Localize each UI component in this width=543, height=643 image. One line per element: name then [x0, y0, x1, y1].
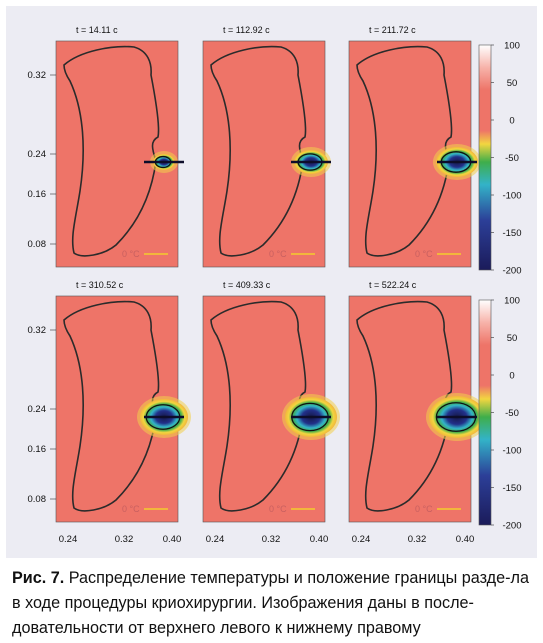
- caption-text: Распределение температуры и положение гр…: [12, 569, 529, 637]
- y-tick-label: 0.32: [28, 325, 47, 336]
- colorbar-tick-label: -50: [505, 408, 519, 419]
- x-tick-label: 0.40: [456, 534, 475, 545]
- x-tick-label: 0.24: [206, 534, 225, 545]
- colorbar-tick-label: -200: [502, 266, 521, 277]
- time-label: t = 14.11 c: [76, 25, 118, 35]
- colorbar-tick-label: -200: [502, 521, 521, 532]
- plot-panel-3: t = 211.72 c 0 °C: [348, 25, 481, 268]
- organ-outline: [210, 300, 307, 512]
- y-tick-label: 0.16: [28, 189, 47, 200]
- time-label: t = 310.52 c: [76, 280, 124, 290]
- colorbar-2: 100 50 0 -50 -100 -150 -200: [478, 296, 522, 532]
- time-label: t = 112.92 c: [223, 25, 270, 35]
- organ-outline: [210, 45, 307, 257]
- y-tick-label: 0.24: [28, 149, 47, 160]
- caption-label: Рис. 7.: [12, 569, 65, 587]
- colorbar-tick-label: -150: [502, 228, 521, 239]
- colorbar-tick-label: -100: [502, 191, 521, 202]
- x-tick-label: 0.24: [59, 534, 78, 545]
- organ-outline: [63, 45, 160, 257]
- organ-outline: [356, 45, 453, 257]
- x-tick-label: 0.40: [310, 534, 329, 545]
- organ-outline: [356, 300, 453, 512]
- iso-label: 0 °C: [122, 504, 140, 514]
- x-tick-label: 0.32: [262, 534, 281, 545]
- colorbar-tick-label: 50: [507, 78, 518, 89]
- x-tick-label: 0.40: [163, 534, 182, 545]
- plot-panel-4: t = 310.52 c 0 °C: [55, 280, 191, 523]
- y-tick-label: 0.08: [28, 494, 47, 505]
- iso-label: 0 °C: [415, 249, 433, 259]
- plot-panel-2: t = 112.92 c 0 °C: [202, 25, 331, 268]
- time-label: t = 522.24 c: [369, 280, 417, 290]
- iso-label: 0 °C: [269, 504, 287, 514]
- y-tick-label: 0.08: [28, 239, 47, 250]
- plot-panel-5: t = 409.33 c 0 °C: [202, 280, 340, 523]
- colorbar-tick-label: -50: [505, 153, 519, 164]
- colorbar-tick-label: 50: [507, 333, 518, 344]
- colorbar-scale: [478, 44, 492, 271]
- x-tick-label: 0.24: [352, 534, 371, 545]
- colorbar-tick-label: 100: [504, 41, 520, 52]
- colorbar-tick-label: -150: [502, 483, 521, 494]
- x-tick-label: 0.32: [408, 534, 427, 545]
- iso-label: 0 °C: [122, 249, 140, 259]
- iso-label: 0 °C: [415, 504, 433, 514]
- temperature-field-figure: t = 14.11 c0 °Ct = 112.92 c0 °Ct = 211.7…: [28, 25, 522, 545]
- plot-panel-1: t = 14.11 c 0 °C: [55, 25, 184, 268]
- plot-panel-6: t = 522.24 c 0 °C: [348, 280, 488, 523]
- organ-outline: [63, 300, 160, 512]
- colorbar-tick-label: 0: [509, 371, 514, 382]
- time-label: t = 211.72 c: [369, 25, 416, 35]
- x-tick-label: 0.32: [115, 534, 134, 545]
- colorbar-tick-label: -100: [502, 446, 521, 457]
- y-tick-label: 0.32: [28, 70, 47, 81]
- y-tick-label: 0.24: [28, 404, 47, 415]
- colorbar-1: 100 50 0 -50 -100 -150 -200: [478, 41, 522, 277]
- iso-label: 0 °C: [269, 249, 287, 259]
- colorbar-scale: [478, 299, 492, 526]
- colorbar-tick-label: 0: [509, 116, 514, 127]
- time-label: t = 409.33 c: [223, 280, 271, 290]
- colorbar-tick-label: 100: [504, 296, 520, 307]
- figure-caption: Рис. 7. Распределение температуры и поло…: [12, 566, 534, 641]
- y-tick-label: 0.16: [28, 444, 47, 455]
